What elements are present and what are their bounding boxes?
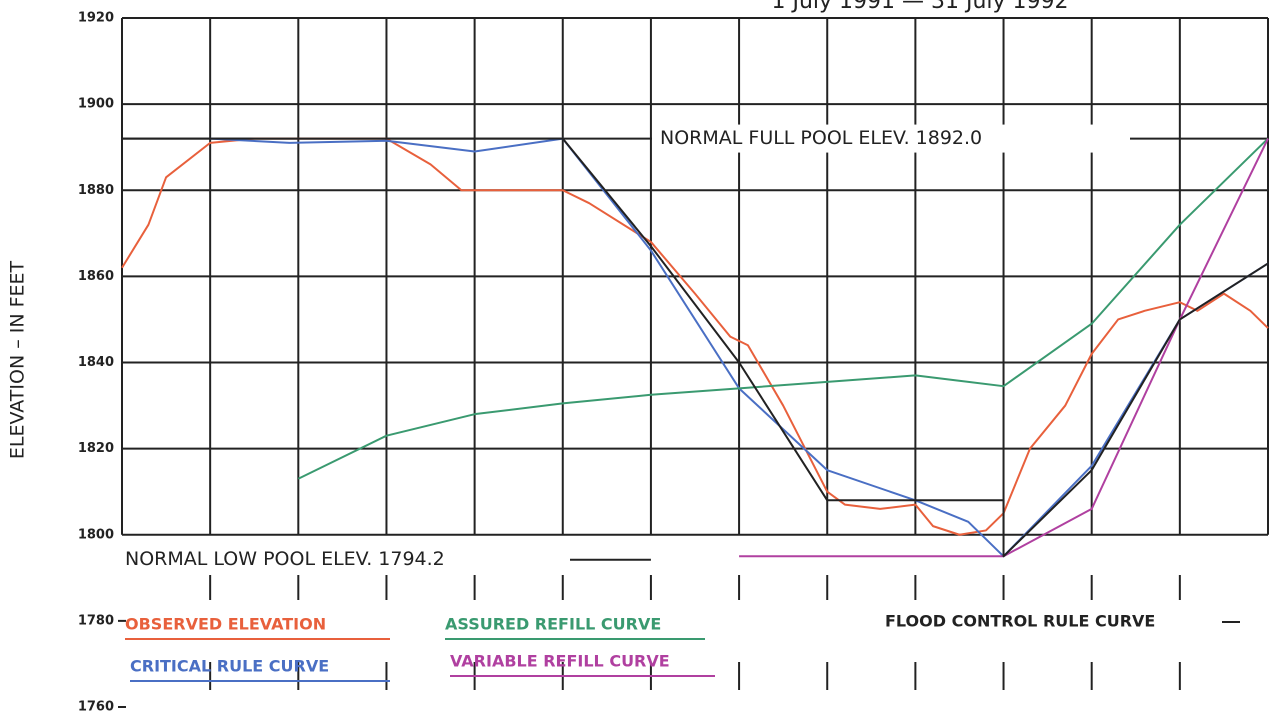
y-tick-label: 1920 xyxy=(78,11,114,26)
y-tick-label: 1800 xyxy=(78,527,114,542)
y-axis-label: ELEVATION – IN FEET xyxy=(7,260,29,459)
y-tick-label: 1760 xyxy=(78,700,114,715)
series-line xyxy=(297,137,1269,480)
y-tick-label: 1780 xyxy=(78,613,114,628)
legend-label: CRITICAL RULE CURVE xyxy=(130,657,329,676)
series-line xyxy=(122,137,1269,558)
y-tick-label: 1880 xyxy=(78,183,114,198)
series-line xyxy=(121,137,1269,536)
series-line xyxy=(739,138,1269,558)
legend-label: VARIABLE REFILL CURVE xyxy=(450,652,670,671)
label-background xyxy=(652,124,1130,153)
legend-label: ASSURED REFILL CURVE xyxy=(445,615,661,634)
y-tick-label: 1820 xyxy=(78,441,114,456)
annotation: NORMAL LOW POOL ELEV. 1794.2 xyxy=(125,548,445,570)
chart-title: 1 July 1991 — 31 July 1992 xyxy=(771,0,1068,14)
series-line xyxy=(210,137,1269,558)
annotation: NORMAL FULL POOL ELEV. 1892.0 xyxy=(660,127,982,149)
y-tick-label: 1900 xyxy=(78,97,114,112)
y-tick-label: 1840 xyxy=(78,355,114,370)
y-tick-label: 1860 xyxy=(78,269,114,284)
legend-label: FLOOD CONTROL RULE CURVE xyxy=(885,612,1155,631)
legend-label: OBSERVED ELEVATION xyxy=(125,615,326,634)
